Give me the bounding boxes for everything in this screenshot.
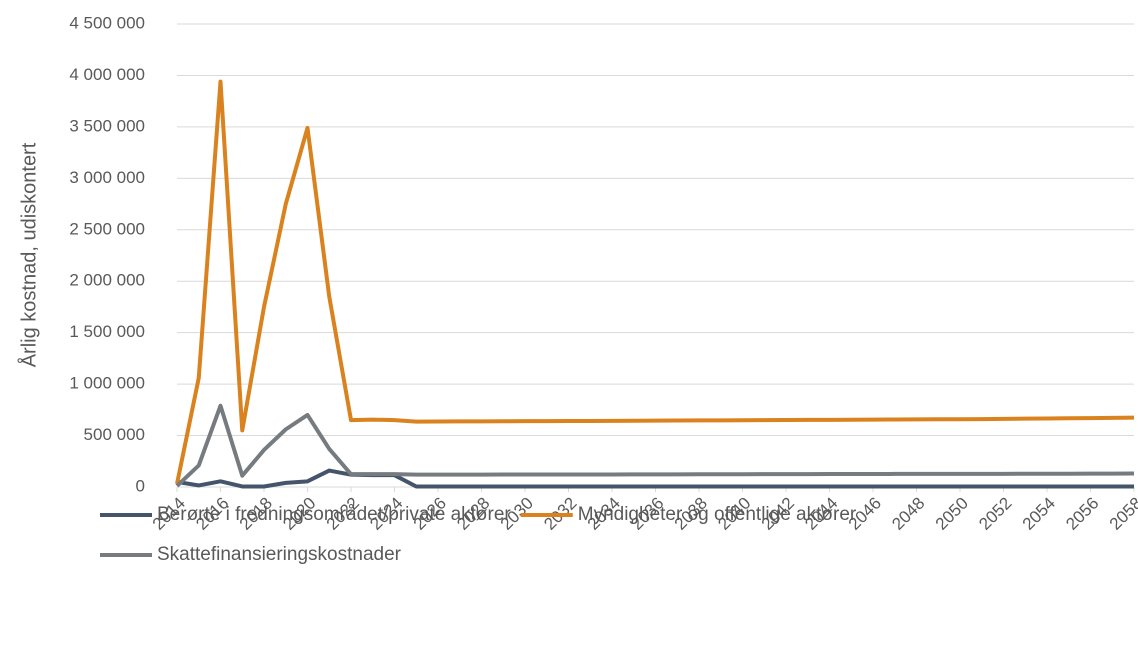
y-tick-label: 500 000	[84, 425, 145, 444]
x-tick-label: 2050	[932, 494, 972, 534]
x-tick-label: 2052	[975, 494, 1015, 534]
series-line	[175, 79, 1135, 485]
y-tick-label: 2 000 000	[69, 271, 145, 290]
y-tick-label: 4 500 000	[69, 13, 145, 32]
y-tick-label: 0	[136, 476, 145, 495]
x-tick-label: 2058	[1106, 494, 1138, 534]
y-tick-label: 4 000 000	[69, 65, 145, 84]
y-tick-label: 1 500 000	[69, 322, 145, 341]
y-tick-label: 3 000 000	[69, 168, 145, 187]
legend-label: Skattefinansieringskostnader	[157, 544, 402, 565]
y-axis-label: Årlig kostnad, udiskontert	[17, 142, 40, 367]
series-line	[176, 468, 1134, 489]
x-tick-label: 2056	[1062, 494, 1102, 534]
y-tick-label: 2 500 000	[69, 219, 145, 238]
x-tick-label: 2054	[1019, 494, 1059, 534]
legend-label: Myndigheter og offentlige aktører	[578, 504, 857, 525]
x-tick-label: 2048	[888, 494, 928, 534]
y-tick-label: 1 000 000	[69, 374, 145, 393]
series-line	[175, 403, 1135, 488]
legend-label: Berørte i fredningsområdet/private aktør…	[157, 504, 511, 525]
y-tick-label: 3 500 000	[69, 116, 145, 135]
